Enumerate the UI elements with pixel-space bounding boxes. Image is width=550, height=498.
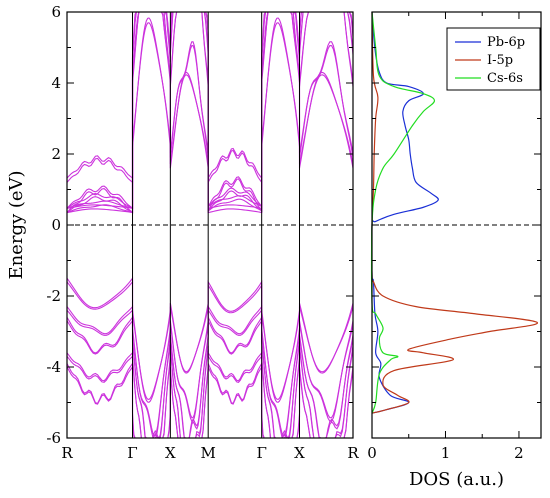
energy-axis-ticks: -6 -4 -2 0 2 4 6 xyxy=(46,3,353,447)
dos-legend: Pb-6p I-5p Cs-6s xyxy=(446,27,541,91)
energy-tick-label: -4 xyxy=(46,358,61,376)
energy-tick-label: -6 xyxy=(46,429,61,447)
legend-label-cs-6s: Cs-6s xyxy=(487,71,523,86)
dos-curves xyxy=(370,11,538,414)
energy-axis-title: Energy (eV) xyxy=(6,170,27,279)
conduction-band-5b xyxy=(66,11,354,181)
dos-series-i-5p xyxy=(371,11,538,414)
energy-tick-label: -2 xyxy=(46,287,61,305)
dos-axis-ticks: 0 1 2 xyxy=(367,12,524,462)
conduction-band-3a xyxy=(66,11,354,214)
conduction-band-1b xyxy=(66,22,354,209)
valence-band-1b xyxy=(66,280,354,400)
energy-tick-label: 0 xyxy=(51,216,61,234)
k-point-label: Γ xyxy=(256,444,266,462)
dos-tick-label: 1 xyxy=(441,444,451,462)
dos-panel: 0 1 2 DOS (a.u.) Pb-6p I-5p Cs-6s xyxy=(367,11,542,490)
legend-label-i-5p: I-5p xyxy=(487,53,513,68)
dos-tick-label: 2 xyxy=(514,444,524,462)
k-point-label: X xyxy=(165,444,176,462)
dos-series-pb-6p xyxy=(371,11,439,414)
energy-tick-label: 4 xyxy=(51,74,61,92)
dos-tick-label: 0 xyxy=(367,444,377,462)
legend-box xyxy=(446,27,541,91)
k-point-label: M xyxy=(201,444,216,462)
k-point-label: X xyxy=(294,444,305,462)
band-structure-panel: -6 -4 -2 0 2 4 6 R Γ X M Γ X R Energy (eV) xyxy=(6,3,359,462)
conduction-band-4a xyxy=(66,11,354,214)
valence-band-1a xyxy=(66,276,354,403)
dos-energy-ticks xyxy=(372,11,541,439)
energy-tick-label: 2 xyxy=(51,145,61,163)
conduction-band-5a xyxy=(66,11,354,185)
conduction-band-2a xyxy=(66,11,354,214)
legend-label-pb-6p: Pb-6p xyxy=(487,35,525,50)
k-point-label: R xyxy=(61,444,73,462)
valence-band-4b xyxy=(66,349,354,439)
k-point-label: R xyxy=(347,444,359,462)
dos-axis-title: DOS (a.u.) xyxy=(409,469,504,490)
conduction-band-1a xyxy=(66,17,354,214)
k-point-label: Γ xyxy=(127,444,137,462)
energy-tick-label: 6 xyxy=(51,3,61,21)
dos-series-cs-6s xyxy=(370,11,436,414)
